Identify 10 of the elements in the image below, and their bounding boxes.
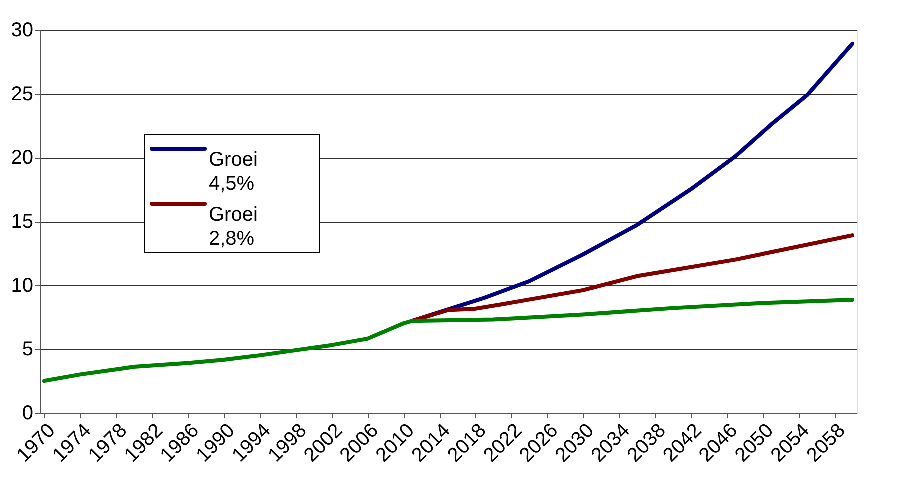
y-tick-label: 30 [11,20,34,42]
y-tick-label: 25 [11,83,34,106]
line-series [42,298,855,384]
y-tick-label: 20 [11,147,34,170]
y-tick-label: 0 [22,402,34,424]
legend-label: Groei 2,8% [209,204,258,250]
legend-label: Groei 4,5% [209,149,258,195]
y-tick-label: 15 [11,211,34,233]
y-tick-label: 5 [22,338,34,361]
y-tick-label: 10 [11,274,34,297]
